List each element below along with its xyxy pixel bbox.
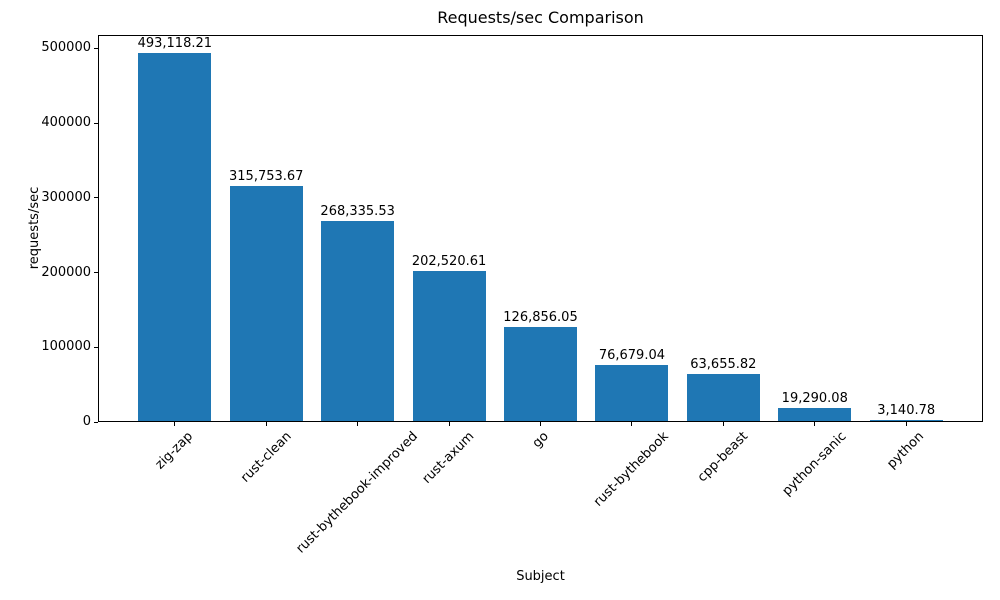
bar [778, 407, 852, 422]
bar-value-label: 76,679.04 [598, 347, 666, 363]
x-tick-label: python [884, 429, 928, 472]
x-tick-mark [722, 422, 724, 426]
x-tick-mark [448, 422, 450, 426]
x-tick-label: rust-axum [419, 429, 478, 487]
bar-value-label: 126,856.05 [503, 310, 578, 326]
x-tick-label: cpp-beast [695, 429, 752, 486]
bar-value-label: 268,335.53 [320, 204, 395, 220]
bar [869, 419, 943, 422]
bar-value-label: 493,118.21 [137, 36, 213, 52]
bar-value-label: 63,655.82 [690, 357, 757, 373]
bar [686, 374, 760, 422]
y-tick-label: 400000 [41, 115, 91, 131]
x-tick-mark [905, 422, 907, 426]
chart-title: Requests/sec Comparison [437, 8, 644, 27]
y-tick-mark [94, 47, 98, 49]
x-tick-label: python-sanic [779, 429, 850, 499]
bar [503, 327, 578, 422]
bar [138, 53, 212, 422]
y-tick-mark [94, 272, 98, 273]
bar [229, 185, 303, 422]
x-tick-mark [631, 422, 633, 426]
bar [412, 270, 486, 422]
x-tick-mark [265, 422, 267, 426]
y-tick-label: 0 [82, 414, 91, 429]
y-tick-label: 500000 [41, 40, 91, 56]
y-tick-label: 200000 [41, 264, 91, 280]
x-tick-label: rust-clean [237, 429, 295, 486]
x-tick-mark [174, 422, 176, 426]
bar-value-label: 3,140.78 [877, 402, 936, 418]
y-tick-mark [94, 122, 98, 124]
bar-value-label: 315,753.67 [229, 168, 304, 184]
bar [321, 221, 395, 422]
y-tick-mark [94, 197, 98, 199]
y-tick-mark [94, 346, 98, 348]
x-tick-mark [357, 422, 359, 426]
bar-value-label: 202,520.61 [411, 253, 487, 269]
x-tick-label: rust-bythebook [591, 429, 673, 510]
bar-value-label: 19,290.08 [781, 390, 848, 406]
y-tick-label: 300000 [41, 189, 91, 205]
y-tick-label: 100000 [41, 339, 91, 355]
x-tick-mark [814, 422, 816, 426]
y-tick-mark [94, 421, 98, 423]
x-tick-label: rust-bythebook-improved [293, 429, 422, 557]
x-tick-label: zig-zap [153, 429, 197, 473]
x-tick-label: go [529, 429, 552, 452]
x-axis-label: Subject [516, 569, 565, 584]
x-tick-mark [540, 422, 541, 426]
bar [595, 364, 669, 422]
